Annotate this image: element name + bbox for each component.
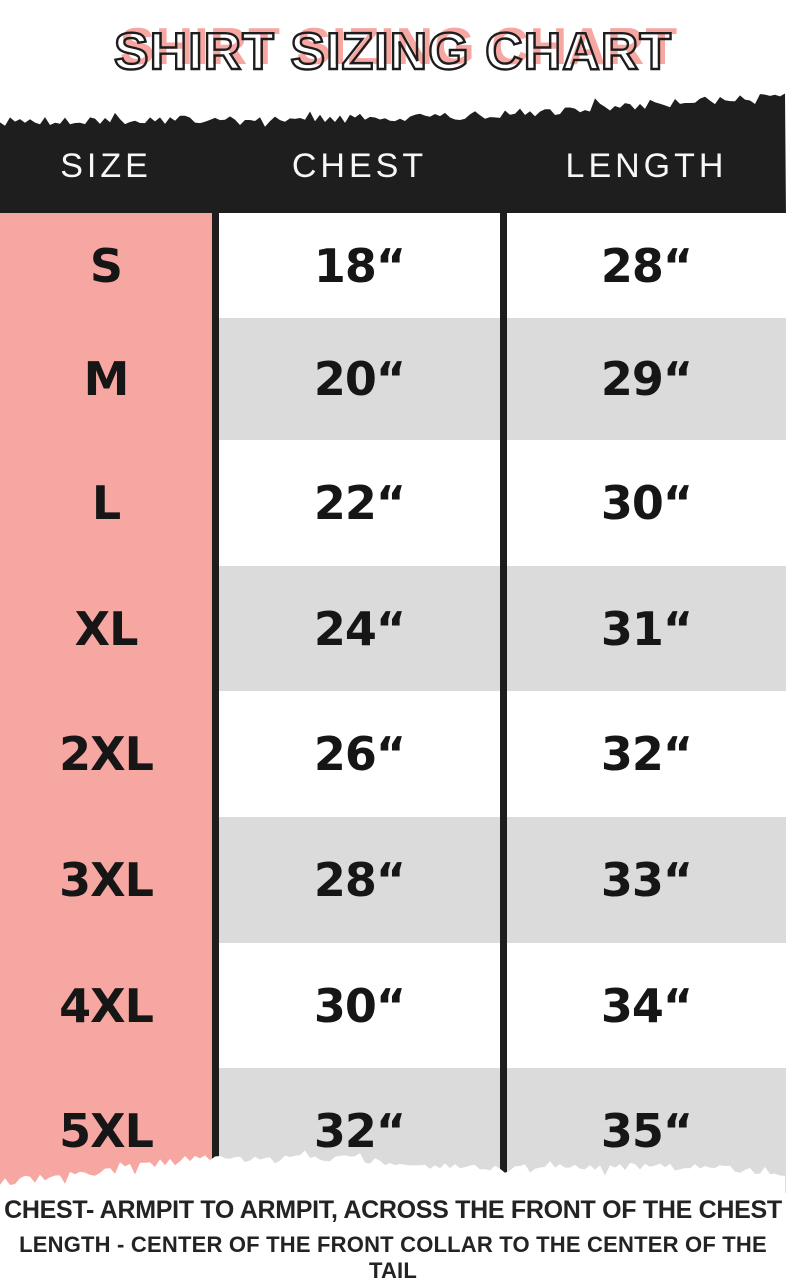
column-header-size: SIZE — [60, 147, 152, 185]
size-cell: 4XL — [59, 978, 154, 1033]
column-divider-right — [500, 213, 507, 1193]
size-cell: S — [89, 238, 123, 293]
size-table: S M L XL 2XL 3XL 4XL 5XL 18“ 20“ 22“ 24“… — [0, 213, 786, 1193]
column-header-chest: CHEST — [291, 147, 428, 185]
torn-header-band — [0, 93, 786, 215]
size-column: S M L XL 2XL 3XL 4XL 5XL — [0, 213, 212, 1193]
length-column: 28“ 29“ 30“ 31“ 32“ 33“ 34“ 35“ — [507, 213, 786, 1193]
length-cell: 29“ — [507, 318, 786, 440]
size-cell: 3XL — [59, 853, 154, 907]
size-cell: M — [83, 352, 130, 406]
chest-cell: 28“ — [219, 817, 500, 943]
measurement-notes: CHEST- ARMPIT TO ARMPIT, ACROSS THE FRON… — [0, 1196, 786, 1280]
chest-cell: 18“ — [219, 213, 500, 318]
chest-cell: 24“ — [219, 566, 500, 691]
length-cell: 34“ — [507, 943, 786, 1068]
title-outline-text: SHIRT SIZING CHART — [113, 22, 673, 82]
length-definition: LENGTH - CENTER OF THE FRONT COLLAR TO T… — [19, 1231, 767, 1280]
length-cell: 28“ — [507, 213, 786, 318]
torn-bottom-edge — [0, 1150, 786, 1280]
torn-edge-top — [0, 93, 786, 215]
chest-cell: 20“ — [219, 318, 500, 440]
page-title: SHIRT SIZING CHART SHIRT SIZING CHART — [0, 18, 786, 82]
size-cell: 2XL — [59, 727, 154, 781]
size-cell: XL — [74, 601, 139, 656]
length-cell: 32“ — [507, 691, 786, 817]
chest-cell: 30“ — [219, 943, 500, 1068]
chest-column: 18“ 20“ 22“ 24“ 26“ 28“ 30“ 32“ — [219, 213, 500, 1193]
title-fill-text: SHIRT SIZING CHART — [119, 18, 679, 76]
torn-edge-bottom — [0, 1150, 786, 1280]
length-cell: 31“ — [507, 566, 786, 691]
size-cell: 5XL — [59, 1103, 154, 1158]
chest-definition: CHEST- ARMPIT TO ARMPIT, ACROSS THE FRON… — [4, 1196, 782, 1224]
chest-cell: 26“ — [219, 691, 500, 817]
chest-cell: 22“ — [219, 440, 500, 566]
length-cell: 33“ — [507, 817, 786, 943]
length-cell: 30“ — [507, 440, 786, 566]
size-cell: L — [91, 476, 121, 530]
title-layers: SHIRT SIZING CHART SHIRT SIZING CHART — [113, 18, 677, 82]
column-header-length: LENGTH — [565, 147, 728, 185]
column-divider-left — [212, 213, 219, 1193]
